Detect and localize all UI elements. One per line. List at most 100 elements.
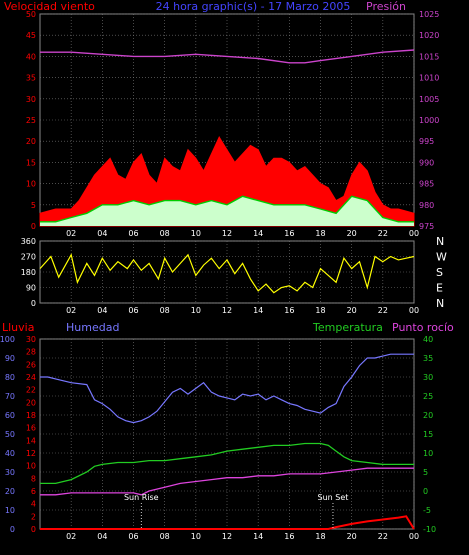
compass-label-e: E bbox=[436, 282, 443, 295]
humidity-panel-ticks: 0102030405060708090100024681012141618202… bbox=[0, 335, 436, 541]
x-tick-label: 10 bbox=[191, 229, 201, 238]
x-tick-label: 00 bbox=[409, 306, 419, 315]
x-tick-label: 16 bbox=[284, 306, 294, 315]
x-tick-label: 06 bbox=[128, 532, 138, 541]
y-humidity-tick-label: 80 bbox=[5, 373, 15, 382]
x-tick-label: 12 bbox=[222, 306, 232, 315]
sun-rise-label: Sun Rise bbox=[124, 493, 159, 502]
y-rain-tick-label: 2 bbox=[31, 512, 36, 521]
wind-panel-ticks: 0510152025303540455097598098599099510001… bbox=[26, 10, 440, 238]
rain-line bbox=[40, 515, 415, 530]
y-left-tick-label: 0 bbox=[31, 222, 36, 231]
y-left-tick-label: 20 bbox=[26, 137, 36, 146]
x-tick-label: 06 bbox=[128, 306, 138, 315]
x-tick-label: 20 bbox=[347, 306, 357, 315]
wind-speed-title: Velocidad viento bbox=[4, 0, 95, 13]
y-rain-tick-label: 0 bbox=[31, 525, 36, 534]
wind-average-fill bbox=[40, 196, 414, 226]
sun-annotations: Sun Rise Sun Set bbox=[124, 493, 348, 529]
y-humidity-tick-label: 20 bbox=[5, 487, 15, 496]
temperature-title: Temperatura bbox=[312, 321, 383, 334]
pressure-line bbox=[40, 49, 415, 64]
x-tick-label: 00 bbox=[409, 532, 419, 541]
x-tick-label: 12 bbox=[222, 532, 232, 541]
x-tick-label: 20 bbox=[347, 229, 357, 238]
y-rain-tick-label: 6 bbox=[31, 487, 36, 496]
y-rain-tick-label: 4 bbox=[31, 500, 36, 509]
sun-set-label: Sun Set bbox=[318, 493, 349, 502]
x-tick-label: 16 bbox=[284, 532, 294, 541]
y-temperature-tick-label: 40 bbox=[423, 335, 433, 344]
x-tick-label: 02 bbox=[66, 532, 76, 541]
temperature-line bbox=[40, 442, 414, 485]
y-right-tick-label: 1015 bbox=[419, 52, 439, 61]
y-rain-tick-label: 22 bbox=[26, 386, 36, 395]
dewpoint-title: Punto rocío bbox=[392, 321, 454, 334]
y-tick-label: 180 bbox=[21, 268, 36, 277]
y-left-tick-label: 45 bbox=[26, 31, 36, 40]
compass-label-n: N bbox=[436, 235, 444, 248]
y-temperature-tick-label: 15 bbox=[423, 430, 433, 439]
y-humidity-tick-label: 40 bbox=[5, 449, 15, 458]
y-temperature-tick-label: 20 bbox=[423, 411, 433, 420]
y-left-tick-label: 50 bbox=[26, 10, 36, 19]
y-left-tick-label: 25 bbox=[26, 116, 36, 125]
x-tick-label: 04 bbox=[97, 229, 107, 238]
y-tick-label: 270 bbox=[21, 253, 36, 262]
pressure-title: Presión bbox=[366, 0, 406, 13]
x-tick-label: 08 bbox=[160, 306, 170, 315]
y-right-tick-label: 990 bbox=[419, 158, 434, 167]
y-right-tick-label: 1000 bbox=[419, 116, 439, 125]
y-left-tick-label: 5 bbox=[31, 201, 36, 210]
x-tick-label: 20 bbox=[347, 532, 357, 541]
y-humidity-tick-label: 50 bbox=[5, 430, 15, 439]
y-temperature-tick-label: -10 bbox=[423, 525, 436, 534]
x-tick-label: 18 bbox=[315, 532, 325, 541]
x-tick-label: 18 bbox=[315, 229, 325, 238]
compass-label-s: S bbox=[436, 266, 443, 279]
x-tick-label: 06 bbox=[128, 229, 138, 238]
wind-panel-series bbox=[39, 49, 415, 227]
y-right-tick-label: 985 bbox=[419, 180, 434, 189]
dewpoint-line bbox=[40, 467, 414, 496]
y-tick-label: 0 bbox=[31, 299, 36, 308]
x-tick-label: 22 bbox=[378, 306, 388, 315]
y-rain-tick-label: 14 bbox=[26, 436, 36, 445]
y-left-tick-label: 40 bbox=[26, 52, 36, 61]
wind-average-line bbox=[40, 195, 414, 223]
wind-pressure-panel: 0510152025303540455097598098599099510001… bbox=[26, 10, 440, 238]
humidity-temperature-panel: 0102030405060708090100024681012141618202… bbox=[0, 335, 436, 541]
direction-panel-series bbox=[39, 253, 415, 294]
direction-panel-ticks: 0 90 180 270 360 02 04 06 08 10 12 14 16 18 20 22 00 bbox=[21, 237, 419, 315]
y-rain-tick-label: 8 bbox=[31, 474, 36, 483]
x-tick-label: 14 bbox=[253, 532, 263, 541]
y-rain-tick-label: 30 bbox=[26, 335, 36, 344]
x-tick-label: 08 bbox=[160, 532, 170, 541]
x-tick-label: 04 bbox=[97, 532, 107, 541]
y-rain-tick-label: 10 bbox=[26, 462, 36, 471]
y-rain-tick-label: 12 bbox=[26, 449, 36, 458]
y-temperature-tick-label: 0 bbox=[423, 487, 428, 496]
x-tick-label: 12 bbox=[222, 229, 232, 238]
humidity-panel-series bbox=[40, 353, 415, 530]
x-tick-label: 16 bbox=[284, 229, 294, 238]
x-tick-label: 02 bbox=[66, 229, 76, 238]
x-tick-label: 22 bbox=[378, 229, 388, 238]
y-temperature-tick-label: 30 bbox=[423, 373, 433, 382]
direction-panel-grid bbox=[40, 240, 415, 304]
y-rain-tick-label: 18 bbox=[26, 411, 36, 420]
y-rain-tick-label: 28 bbox=[26, 348, 36, 357]
y-left-tick-label: 15 bbox=[26, 158, 36, 167]
y-temperature-tick-label: 10 bbox=[423, 449, 433, 458]
y-humidity-tick-label: 100 bbox=[0, 335, 15, 344]
humidity-title: Humedad bbox=[66, 321, 119, 334]
y-humidity-tick-label: 0 bbox=[10, 525, 15, 534]
y-right-tick-label: 975 bbox=[419, 222, 434, 231]
x-tick-label: 22 bbox=[378, 532, 388, 541]
x-tick-label: 14 bbox=[253, 306, 263, 315]
y-right-tick-label: 1025 bbox=[419, 10, 439, 19]
y-right-tick-label: 995 bbox=[419, 137, 434, 146]
